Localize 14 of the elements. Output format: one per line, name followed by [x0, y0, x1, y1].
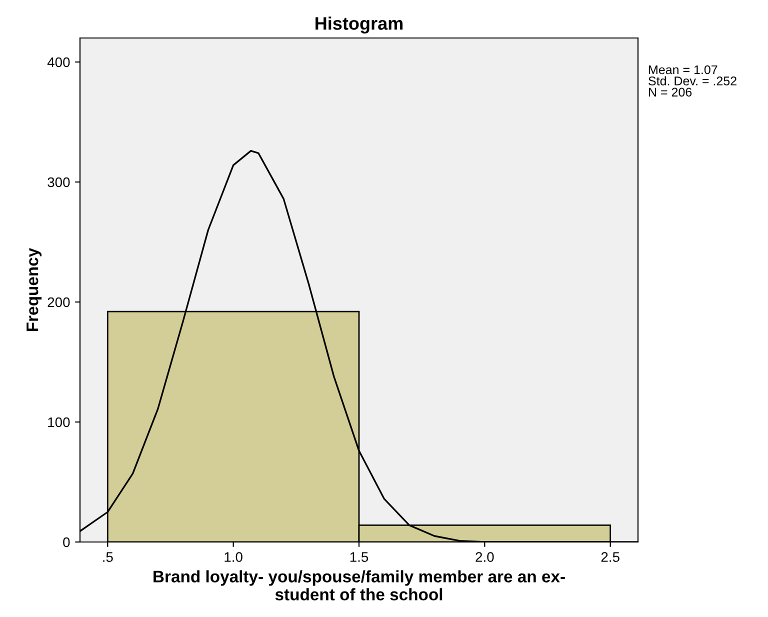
x-axis-title: Brand loyalty- you/spouse/family member are an ex- student of the school	[154, 570, 565, 600]
y-tick-label: 300	[48, 177, 70, 188]
chart-title: Histogram	[316, 16, 403, 34]
y-tick-label: 100	[48, 417, 70, 428]
x-tick-label: 1.0	[224, 552, 242, 562]
x-tick-label: 2.0	[476, 552, 494, 562]
y-tick-label: 0	[63, 537, 70, 548]
y-tick-label: 400	[47, 57, 70, 68]
y-tick-label: 200	[48, 297, 70, 308]
text: Mean = 1.07 Std. Dev. = .252 N = 206	[648, 65, 736, 97]
x-tick-label: .5	[103, 552, 113, 562]
x-tick-label: 2.5	[601, 552, 620, 562]
x-tick-label: 1.5	[350, 552, 368, 562]
y-axis-title: Frequency	[26, 248, 42, 332]
